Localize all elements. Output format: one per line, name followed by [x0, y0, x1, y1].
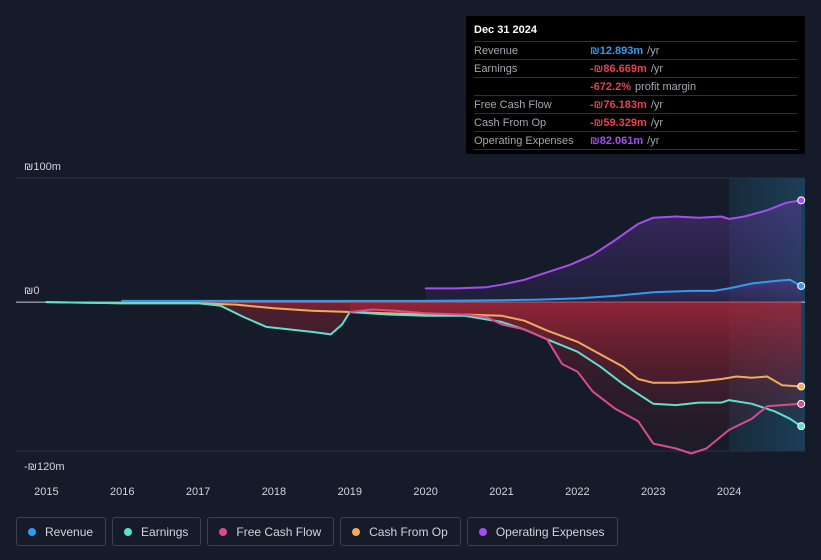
x-tick-2019: 2019	[338, 486, 362, 498]
legend-label: Revenue	[45, 524, 94, 539]
legend-dot-icon	[124, 527, 133, 536]
tooltip-row-free-cash-flow: Free Cash Flow -₪76.183m/yr	[474, 95, 797, 113]
legend-label: Operating Expenses	[495, 524, 605, 539]
tooltip-unit: profit margin	[634, 80, 697, 93]
x-tick-2018: 2018	[262, 486, 286, 498]
tooltip-label: Earnings	[474, 62, 518, 75]
tooltip-row-revenue: Revenue ₪12.893m/yr	[474, 41, 797, 59]
tooltip-label: Revenue	[474, 44, 519, 57]
y-label-zero: ₪0	[24, 285, 39, 297]
legend-label: Free Cash Flow	[236, 524, 322, 539]
tooltip-row-earnings: Earnings -₪86.669m/yr	[474, 59, 797, 77]
tooltip-row-profit-margin: -672.2% profit margin	[474, 77, 797, 95]
area-free-cash-flow	[349, 302, 802, 454]
legend-item-revenue[interactable]: Revenue	[16, 517, 107, 546]
end-dot-revenue	[797, 281, 806, 290]
x-tick-2015: 2015	[34, 486, 58, 498]
legend-dot-icon	[352, 527, 361, 536]
tooltip-value: ₪82.061m	[590, 134, 644, 147]
data-tooltip: Dec 31 2024 Revenue ₪12.893m/yr Earnings -₪…	[466, 16, 805, 154]
tooltip-label: Operating Expenses	[474, 134, 574, 147]
end-dot-free-cash-flow	[797, 399, 806, 408]
x-tick-2021: 2021	[489, 486, 513, 498]
end-dot-operating-expenses	[797, 196, 806, 205]
line-cash-from-op	[45, 301, 803, 388]
legend-item-operating-expenses[interactable]: Operating Expenses	[466, 517, 618, 546]
y-label-bottom: -₪120m	[24, 461, 65, 473]
line-revenue	[121, 278, 803, 302]
chart-legend: Revenue Earnings Free Cash Flow Cash From O…	[16, 517, 618, 546]
legend-label: Earnings	[141, 524, 189, 539]
legend-dot-icon	[219, 527, 228, 536]
tooltip-unit: /yr	[650, 98, 664, 111]
legend-label: Cash From Op	[369, 524, 448, 539]
tooltip-unit: /yr	[647, 134, 660, 147]
x-tick-2023: 2023	[641, 486, 665, 498]
line-free-cash-flow	[348, 308, 803, 455]
legend-dot-icon	[28, 527, 36, 536]
tooltip-value: -672.2%	[590, 80, 631, 93]
tooltip-date: Dec 31 2024	[474, 24, 537, 36]
tooltip-unit: /yr	[650, 62, 664, 75]
tooltip-row-cash-from-op: Cash From Op -₪59.329m/yr	[474, 113, 797, 131]
x-tick-2017: 2017	[186, 486, 210, 498]
area-revenue	[122, 279, 802, 303]
tooltip-value: -₪59.329m	[590, 116, 647, 129]
area-operating-expenses	[425, 200, 802, 303]
x-tick-2016: 2016	[110, 486, 134, 498]
tooltip-row-operating-expenses: Operating Expenses ₪82.061m/yr	[474, 131, 797, 150]
tooltip-value: ₪12.893m	[590, 44, 644, 57]
tooltip-label: Cash From Op	[474, 116, 547, 129]
tooltip-value: -₪76.183m	[590, 98, 647, 111]
x-tick-2020: 2020	[413, 486, 437, 498]
legend-item-earnings[interactable]: Earnings	[112, 517, 202, 546]
end-dot-cash-from-op	[797, 382, 806, 391]
tooltip-unit: /yr	[650, 116, 664, 129]
legend-item-free-cash-flow[interactable]: Free Cash Flow	[207, 517, 335, 546]
line-operating-expenses	[424, 199, 803, 290]
legend-dot-icon	[478, 527, 487, 536]
legend-item-cash-from-op[interactable]: Cash From Op	[340, 517, 461, 546]
tooltip-unit: /yr	[647, 44, 660, 57]
tooltip-label: Free Cash Flow	[474, 98, 552, 111]
y-label-top: ₪100m	[24, 161, 61, 173]
x-tick-2024: 2024	[717, 486, 741, 498]
tooltip-value: -₪86.669m	[590, 62, 647, 75]
x-tick-2022: 2022	[565, 486, 589, 498]
line-earnings	[45, 301, 803, 428]
end-dot-earnings	[797, 422, 806, 431]
